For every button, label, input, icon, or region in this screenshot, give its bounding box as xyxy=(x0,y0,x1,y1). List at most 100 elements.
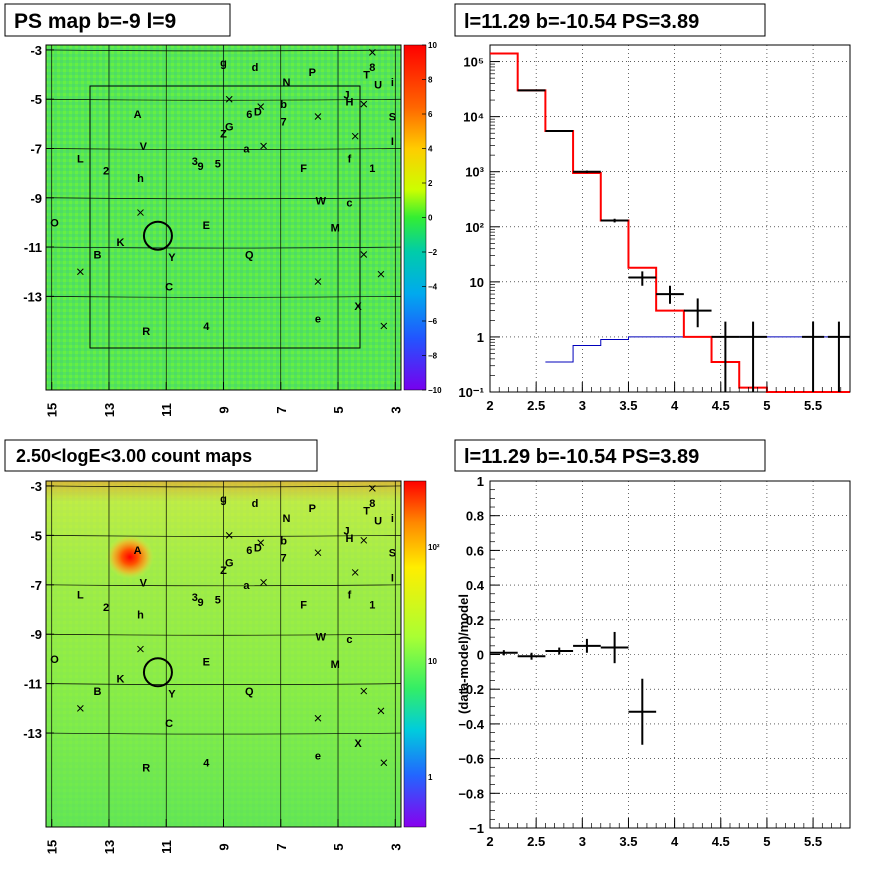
map-source-label: J xyxy=(344,525,350,537)
map-source-label: K xyxy=(116,674,124,686)
map-source-label: 9 xyxy=(198,161,204,173)
x-tick-label: 3 xyxy=(579,398,586,413)
map-y-tick-label: -5 xyxy=(30,528,42,543)
residual-y-tick-label: −0.8 xyxy=(458,786,484,801)
colorbar-tick-label: 0 xyxy=(428,214,433,223)
map-source-label: 9 xyxy=(198,597,204,609)
residual-y-tick-label: 0.8 xyxy=(466,509,484,524)
map-source-label: V xyxy=(140,577,148,589)
residual-y-tick-label: 0.6 xyxy=(466,543,484,558)
map-source-label: B xyxy=(94,686,102,698)
map-source-cross-marker xyxy=(225,95,233,103)
spectrum-y-tick-label: 10³ xyxy=(465,165,484,180)
spectrum-y-tick-label: 10⁻¹ xyxy=(458,385,484,400)
map-source-label: W xyxy=(316,195,327,207)
map-source-label: Z xyxy=(220,565,227,577)
map-source-label: i xyxy=(391,513,394,525)
spectrum-y-ticks: 10⁻¹ 1 10 10² 10³ 10⁴ 10⁵ xyxy=(458,55,500,400)
map-source-cross-marker xyxy=(137,209,144,216)
map-source-label: R xyxy=(142,326,150,338)
spectrum-y-tick-label: 1 xyxy=(477,330,484,345)
map-source-label: 3 xyxy=(192,592,198,604)
spectrum-frame xyxy=(489,44,851,393)
map-source-label: B xyxy=(94,249,102,261)
map-y-tick-label: -9 xyxy=(30,191,42,206)
count-map-grid xyxy=(45,481,402,827)
map-source-cross-marker xyxy=(225,532,233,539)
count-colorbar-tick-10: 10 xyxy=(428,657,437,666)
map-source-cross-marker xyxy=(377,707,385,715)
residual-title: l=11.29 b=-10.54 PS=3.89 xyxy=(464,446,699,468)
x-tick-label: 2.5 xyxy=(527,834,545,849)
map-x-tick-label: 11 xyxy=(159,840,174,854)
map-source-cross-marker xyxy=(137,645,144,653)
map-x-tick-label: 3 xyxy=(388,406,403,413)
map-source-label: g xyxy=(220,57,227,69)
ps-map-y-ticks: -3 -5 -7 -9 -11 -13 xyxy=(23,43,54,304)
x-tick-label: 3.5 xyxy=(619,834,637,849)
map-source-label: e xyxy=(315,750,321,762)
x-tick-label: 3 xyxy=(579,834,586,849)
count-map-source-labels: g d P N T8 U i JHb 6 D S A 7 GZ I V a L f 3 59 F 1 2 h W c E M O K B Y Q C… xyxy=(50,485,396,775)
map-source-label: b xyxy=(280,535,287,547)
map-y-tick-label: -5 xyxy=(30,92,42,107)
map-source-label: A xyxy=(134,545,142,557)
colorbar-tick-label: 4 xyxy=(428,145,433,154)
map-source-label: h xyxy=(137,173,144,185)
map-source-label: 8 xyxy=(369,498,375,510)
count-map-target-circle xyxy=(142,657,173,688)
map-x-tick-label: 9 xyxy=(217,843,232,850)
map-source-label: T xyxy=(363,506,370,518)
map-source-label: G xyxy=(225,558,234,570)
map-source-label: 1 xyxy=(369,163,375,175)
map-source-label: e xyxy=(315,314,321,326)
map-source-label: N xyxy=(283,77,291,89)
count-map-title-box: 2.50<logE<3.00 count maps xyxy=(4,439,318,472)
map-source-label: V xyxy=(140,141,148,153)
map-x-tick-label: 9 xyxy=(217,406,232,413)
residual-panel: 2 2.5 3 3.5 4 4.5 5 5.5 −1 −0.8 −0.6 −0.4 −0.2 0 0.2 0… xyxy=(456,474,851,849)
map-source-cross-marker xyxy=(257,103,265,110)
spectrum-x-ticks: 2 2.5 3 3.5 4 4.5 5 5.5 xyxy=(486,382,851,413)
ps-map-x-ticks: 15 13 11 9 7 5 3 xyxy=(45,382,403,417)
map-source-label: C xyxy=(165,718,173,730)
spectrum-y-tick-label: 10 xyxy=(470,275,484,290)
map-source-label: 5 xyxy=(215,158,221,170)
x-tick-label: 4.5 xyxy=(712,834,730,849)
x-tick-label: 4 xyxy=(671,398,679,413)
map-source-label: b xyxy=(280,99,287,111)
map-x-tick-label: 3 xyxy=(388,843,403,850)
background-model-line xyxy=(545,336,850,363)
spectrum-y-tick-label: 10⁵ xyxy=(463,55,484,70)
ps-map-colorbar-ticks: 10 8 6 4 2 0 −2 −4 −6 −8 −10 xyxy=(422,41,442,395)
map-source-label: 2 xyxy=(103,166,109,178)
count-map-hotspot xyxy=(106,535,154,579)
ps-map-title-box: PS map b=-9 l=9 xyxy=(4,3,231,37)
map-y-tick-label: -3 xyxy=(30,43,42,58)
spectrum-title: l=11.29 b=-10.54 PS=3.89 xyxy=(464,11,699,33)
colorbar-tick-label: −6 xyxy=(428,317,438,326)
map-source-label: G xyxy=(225,121,234,133)
map-source-label: P xyxy=(309,67,316,79)
map-source-cross-marker xyxy=(314,113,322,120)
map-source-label: d xyxy=(252,62,259,74)
map-y-tick-label: -3 xyxy=(30,479,42,494)
map-y-tick-label: -11 xyxy=(24,240,42,255)
map-source-label: f xyxy=(348,153,352,165)
map-source-label: N xyxy=(283,513,291,525)
residual-y-tick-label: 1 xyxy=(477,474,484,489)
map-source-cross-marker xyxy=(351,569,359,576)
map-source-label: F xyxy=(300,163,307,175)
map-source-label: M xyxy=(331,659,340,671)
map-source-label: 4 xyxy=(203,321,210,333)
colorbar-tick-label: 10 xyxy=(428,41,437,50)
map-source-label: L xyxy=(77,153,84,165)
map-source-cross-marker xyxy=(260,142,267,150)
map-source-label: 8 xyxy=(369,62,375,74)
map-source-label: L xyxy=(77,590,84,602)
x-tick-label: 5.5 xyxy=(804,398,822,413)
map-source-label: Q xyxy=(245,249,254,261)
map-source-cross-marker xyxy=(380,322,388,330)
